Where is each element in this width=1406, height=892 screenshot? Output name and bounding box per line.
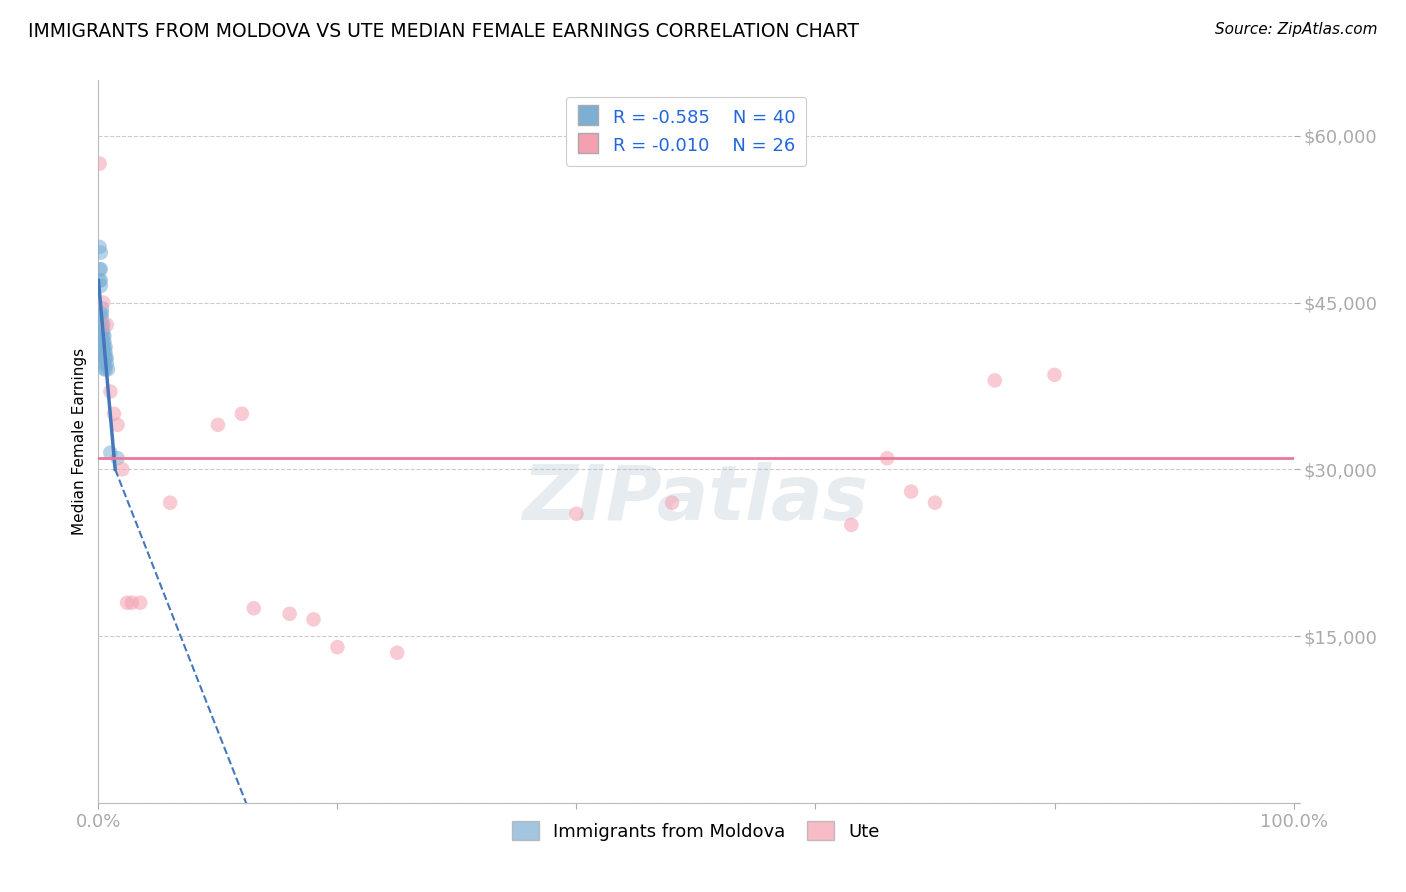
Point [94, 340, 117, 354]
Point [231, 407, 253, 421]
Point [91, 345, 114, 359]
Legend: Immigrants from Moldova, Ute: Immigrants from Moldova, Ute [505, 814, 887, 848]
Point [90, 262, 112, 277]
Point [93, 362, 115, 376]
Point [121, 596, 143, 610]
Point [91, 345, 114, 359]
Point [91, 295, 114, 310]
Point [302, 612, 325, 626]
Point [115, 596, 138, 610]
Point [93, 329, 115, 343]
Point [90, 279, 112, 293]
Point [93, 351, 115, 366]
Point [243, 601, 266, 615]
Point [385, 646, 409, 660]
Point [91, 351, 114, 366]
Point [96, 318, 118, 332]
Point [96, 351, 118, 366]
Point [91, 312, 114, 326]
Point [94, 362, 117, 376]
Point [90, 307, 112, 321]
Point [94, 351, 117, 366]
Y-axis label: Median Female Earnings: Median Female Earnings [72, 348, 87, 535]
Point [93, 357, 115, 371]
Point [97, 362, 120, 376]
Point [91, 334, 114, 349]
Point [91, 323, 114, 337]
Point [98, 445, 122, 459]
Point [93, 345, 115, 359]
Point [129, 596, 152, 610]
Point [91, 329, 114, 343]
Point [207, 417, 229, 432]
Point [326, 640, 349, 655]
Text: ZIPatlas: ZIPatlas [523, 462, 869, 536]
Point [107, 417, 129, 432]
Point [107, 451, 129, 466]
Point [98, 384, 122, 399]
Point [91, 318, 114, 332]
Point [93, 340, 115, 354]
Point [91, 334, 114, 349]
Point [91, 340, 114, 354]
Point [96, 357, 118, 371]
Point [89, 262, 111, 277]
Point [93, 334, 115, 349]
Point [89, 273, 111, 287]
Point [90, 245, 112, 260]
Point [89, 156, 111, 170]
Point [91, 329, 114, 343]
Point [91, 307, 114, 321]
Point [90, 273, 112, 287]
Point [900, 484, 922, 499]
Point [924, 496, 946, 510]
Point [159, 496, 181, 510]
Point [91, 340, 114, 354]
Point [111, 462, 134, 476]
Point [841, 517, 863, 532]
Point [661, 496, 683, 510]
Point [103, 407, 125, 421]
Text: Source: ZipAtlas.com: Source: ZipAtlas.com [1215, 22, 1378, 37]
Point [1043, 368, 1066, 382]
Point [94, 345, 117, 359]
Text: IMMIGRANTS FROM MOLDOVA VS UTE MEDIAN FEMALE EARNINGS CORRELATION CHART: IMMIGRANTS FROM MOLDOVA VS UTE MEDIAN FE… [28, 22, 859, 41]
Point [91, 301, 114, 315]
Point [89, 240, 111, 254]
Point [91, 318, 114, 332]
Point [876, 451, 898, 466]
Point [565, 507, 588, 521]
Point [91, 323, 114, 337]
Point [278, 607, 301, 621]
Point [984, 373, 1007, 387]
